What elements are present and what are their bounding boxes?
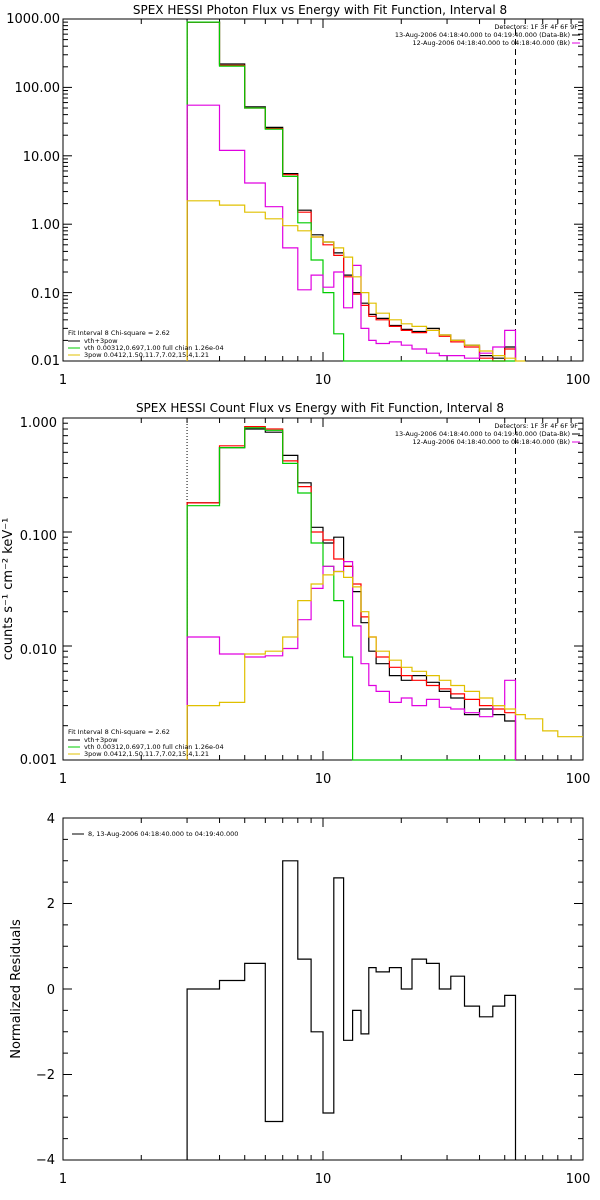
residuals-ytick-m4: −4 xyxy=(36,1153,55,1168)
series-vth xyxy=(186,427,516,761)
photon-ytick-0.1: 0.10 xyxy=(31,287,60,302)
photon-fit-interval: Fit Interval 8 Chi-square = 2.62 xyxy=(68,329,170,337)
photon-xtick-1: 1 xyxy=(59,373,67,388)
photon-legend-vth: vth 0.00312,0.697,1.00 full chian 1.26e-… xyxy=(84,344,224,352)
photon-legend-vthpow: vth+3pow xyxy=(84,337,118,345)
photon-marks xyxy=(186,19,526,362)
count-xtick-10: 10 xyxy=(315,772,332,787)
count-legend-vth: vth 0.00312,0.697,1.00 full chian 1.26e-… xyxy=(84,743,224,751)
count-flux-panel: SPEX HESSI Count Flux vs Energy with Fit… xyxy=(1,401,590,787)
residuals-ytick-4: 4 xyxy=(47,812,55,827)
series-spav xyxy=(186,200,526,362)
photon-legend-bk: 12-Aug-2006 04:18:40.000 to 04:18:40.000… xyxy=(413,39,570,47)
residuals-panel: Normalized Residuals 4 2 0 −2 −4 1 10 10… xyxy=(9,812,590,1187)
photon-legend-data: 13-Aug-2006 04:18:40.000 to 04:19:40.000… xyxy=(395,31,570,39)
series-spav xyxy=(186,570,583,760)
series-data xyxy=(186,21,517,361)
photon-ytick-1000: 1000.00 xyxy=(6,12,60,27)
residuals-xtick-1: 1 xyxy=(59,1172,67,1187)
residuals-ylabel: Normalized Residuals xyxy=(9,919,24,1059)
photon-legend-3pow: 3pow 0.0412,1.50,11.7,7.02,15.4,1.21 xyxy=(84,351,209,359)
photon-plot-frame xyxy=(62,18,584,362)
residuals-marks xyxy=(186,860,517,1160)
photon-ytick-0.01: 0.01 xyxy=(31,354,60,369)
count-flux-title: SPEX HESSI Count Flux vs Energy with Fit… xyxy=(136,401,504,415)
count-xtick-100: 100 xyxy=(566,772,591,787)
count-ytick-1: 1.000 xyxy=(20,416,57,431)
photon-ytick-10: 10.00 xyxy=(23,150,60,165)
series-vth_spav xyxy=(186,860,517,1160)
residuals-ticks xyxy=(62,817,583,1161)
count-legend-vthpow: vth+3pow xyxy=(84,736,118,744)
count-ylabel: counts s⁻¹ cm⁻² keV⁻¹ xyxy=(1,518,16,661)
count-legend-detectors: Detectors: 1F 3F 4F 6F 9F xyxy=(494,422,578,430)
residuals-xtick-100: 100 xyxy=(566,1172,591,1187)
series-bk xyxy=(186,561,517,760)
count-marks xyxy=(186,418,583,761)
series-bk xyxy=(186,104,517,361)
residuals-xtick-10: 10 xyxy=(315,1172,332,1187)
photon-ytick-100: 100.00 xyxy=(15,81,61,96)
series-background xyxy=(186,426,517,760)
photon-xtick-100: 100 xyxy=(566,373,591,388)
residuals-ytick-m2: −2 xyxy=(36,1068,55,1083)
photon-legend-detectors: Detectors: 1F 3F 4F 6F 9F xyxy=(494,23,578,31)
residuals-ytick-0: 0 xyxy=(47,983,55,998)
series-vth xyxy=(186,21,516,362)
count-ytick-0.1: 0.100 xyxy=(20,529,57,544)
photon-ticks xyxy=(62,18,583,362)
count-legend-data: 13-Aug-2006 04:18:40.000 to 04:19:40.000… xyxy=(395,430,570,438)
photon-flux-title: SPEX HESSI Photon Flux vs Energy with Fi… xyxy=(133,3,507,17)
photon-flux-panel: SPEX HESSI Photon Flux vs Energy with Fi… xyxy=(6,3,590,388)
count-xtick-1: 1 xyxy=(59,772,67,787)
residuals-legend: 8, 13-Aug-2006 04:18:40.000 to 04:19:40.… xyxy=(88,830,238,838)
photon-ytick-1: 1.00 xyxy=(31,218,60,233)
count-ytick-0.001: 0.001 xyxy=(20,753,57,768)
series-background xyxy=(186,21,517,362)
count-legend-bk: 12-Aug-2006 04:18:40.000 to 04:18:40.000… xyxy=(413,438,570,446)
residuals-ytick-2: 2 xyxy=(47,897,55,912)
count-legend-3pow: 3pow 0.0412,1.50,11.7,7.02,15.4,1.21 xyxy=(84,750,209,758)
count-ytick-0.01: 0.010 xyxy=(20,643,57,658)
count-fit-interval: Fit Interval 8 Chi-square = 2.62 xyxy=(68,728,170,736)
photon-xtick-10: 10 xyxy=(315,373,332,388)
series-data xyxy=(186,428,517,760)
